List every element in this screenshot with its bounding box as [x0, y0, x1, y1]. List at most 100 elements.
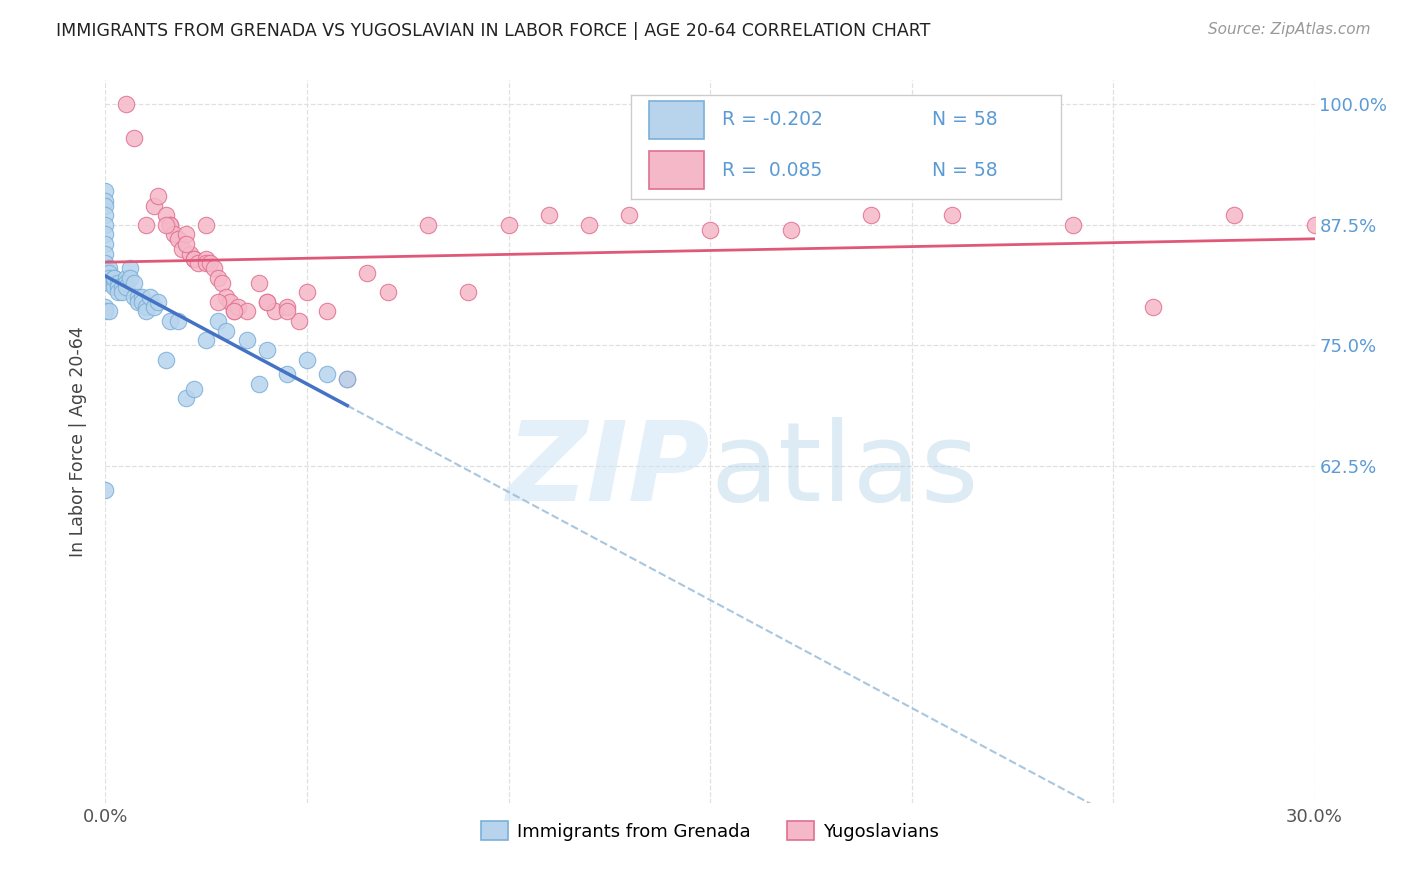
- Point: [159, 218, 181, 232]
- Point: [155, 352, 177, 367]
- Point: [139, 290, 162, 304]
- Point: [98, 304, 121, 318]
- Point: [122, 276, 145, 290]
- Point: [195, 256, 218, 270]
- Point: [94, 256, 117, 270]
- Point: [110, 285, 132, 300]
- Point: [114, 270, 136, 285]
- Point: [167, 314, 190, 328]
- Point: [122, 290, 145, 304]
- Point: [118, 270, 141, 285]
- Point: [416, 218, 439, 232]
- Text: Source: ZipAtlas.com: Source: ZipAtlas.com: [1208, 22, 1371, 37]
- Point: [167, 232, 190, 246]
- Point: [183, 252, 205, 266]
- Point: [98, 270, 121, 285]
- Point: [276, 304, 298, 318]
- Point: [276, 367, 298, 381]
- Text: ZIP: ZIP: [506, 417, 710, 524]
- Point: [316, 304, 339, 318]
- Point: [146, 189, 169, 203]
- Point: [114, 280, 136, 294]
- Point: [98, 261, 121, 276]
- Point: [1142, 300, 1164, 314]
- Point: [288, 314, 311, 328]
- Point: [174, 391, 197, 405]
- Point: [1303, 218, 1326, 232]
- Point: [247, 276, 270, 290]
- Point: [174, 237, 197, 252]
- Legend: Immigrants from Grenada, Yugoslavians: Immigrants from Grenada, Yugoslavians: [474, 814, 946, 848]
- Point: [1223, 208, 1246, 222]
- Point: [219, 294, 242, 309]
- Point: [135, 304, 157, 318]
- Point: [107, 285, 129, 300]
- Point: [94, 208, 117, 222]
- Point: [159, 314, 181, 328]
- Point: [699, 222, 721, 236]
- Point: [94, 184, 117, 198]
- Point: [142, 198, 165, 212]
- Point: [114, 97, 136, 112]
- Point: [94, 227, 117, 242]
- Point: [276, 300, 298, 314]
- Point: [256, 294, 278, 309]
- Point: [457, 285, 479, 300]
- Point: [578, 218, 600, 232]
- Point: [215, 290, 238, 304]
- Point: [135, 218, 157, 232]
- Point: [247, 376, 270, 391]
- Text: IMMIGRANTS FROM GRENADA VS YUGOSLAVIAN IN LABOR FORCE | AGE 20-64 CORRELATION CH: IMMIGRANTS FROM GRENADA VS YUGOSLAVIAN I…: [56, 22, 931, 40]
- Point: [537, 208, 560, 222]
- Point: [159, 218, 181, 232]
- Point: [135, 300, 157, 314]
- Point: [195, 334, 218, 348]
- Point: [98, 276, 121, 290]
- Point: [179, 246, 201, 260]
- Point: [860, 208, 883, 222]
- Point: [377, 285, 399, 300]
- Point: [127, 294, 149, 309]
- Point: [200, 256, 222, 270]
- Point: [94, 246, 117, 260]
- Point: [103, 270, 125, 285]
- Y-axis label: In Labor Force | Age 20-64: In Labor Force | Age 20-64: [69, 326, 87, 557]
- Point: [207, 270, 229, 285]
- Point: [155, 208, 177, 222]
- Point: [263, 304, 285, 318]
- Point: [94, 198, 117, 212]
- Point: [94, 194, 117, 208]
- Point: [107, 276, 129, 290]
- Point: [103, 270, 125, 285]
- Point: [94, 483, 117, 497]
- Point: [114, 276, 136, 290]
- Point: [235, 334, 257, 348]
- Point: [316, 367, 339, 381]
- Point: [163, 227, 186, 242]
- Point: [195, 218, 218, 232]
- Point: [110, 280, 132, 294]
- Point: [94, 218, 117, 232]
- Point: [356, 266, 378, 280]
- Point: [142, 300, 165, 314]
- Point: [498, 218, 520, 232]
- Point: [174, 227, 197, 242]
- Point: [118, 261, 141, 276]
- Point: [619, 208, 641, 222]
- Point: [183, 252, 205, 266]
- Point: [202, 261, 225, 276]
- Point: [187, 256, 209, 270]
- Point: [122, 131, 145, 145]
- Text: atlas: atlas: [710, 417, 979, 524]
- Point: [195, 252, 218, 266]
- Point: [103, 276, 125, 290]
- Point: [107, 280, 129, 294]
- Point: [94, 304, 117, 318]
- Point: [155, 218, 177, 232]
- Point: [336, 372, 359, 386]
- Point: [235, 304, 257, 318]
- Point: [207, 314, 229, 328]
- Point: [211, 276, 233, 290]
- Point: [103, 280, 125, 294]
- Point: [224, 304, 246, 318]
